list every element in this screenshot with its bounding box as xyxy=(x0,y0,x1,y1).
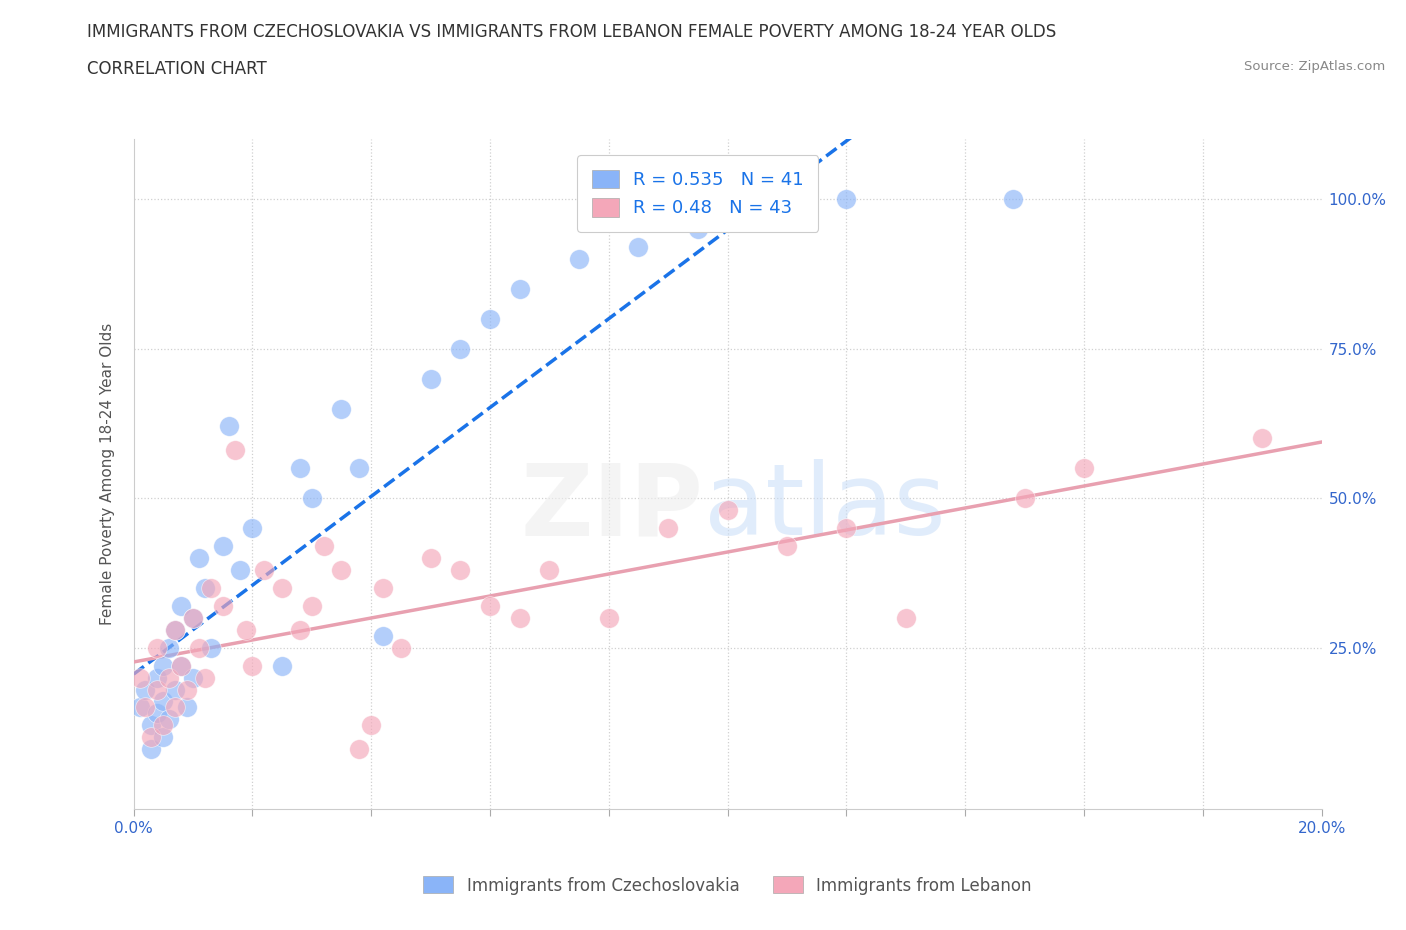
Point xyxy=(478,312,501,326)
Point xyxy=(170,658,193,673)
Point xyxy=(717,503,740,518)
Point xyxy=(128,700,150,715)
Text: atlas: atlas xyxy=(704,459,945,556)
Point xyxy=(1014,491,1036,506)
Point xyxy=(152,694,174,709)
Point xyxy=(509,282,531,297)
Point xyxy=(211,538,233,553)
Point xyxy=(371,629,394,644)
Point xyxy=(187,551,209,565)
Point xyxy=(157,671,180,685)
Point xyxy=(389,640,412,655)
Point xyxy=(686,221,709,236)
Point xyxy=(419,371,441,386)
Point xyxy=(152,658,174,673)
Point xyxy=(170,658,193,673)
Point xyxy=(627,240,650,255)
Point xyxy=(478,598,501,613)
Point xyxy=(157,712,180,727)
Point xyxy=(146,706,169,721)
Point xyxy=(538,563,561,578)
Point xyxy=(134,700,156,715)
Point xyxy=(176,700,198,715)
Point xyxy=(271,658,294,673)
Point xyxy=(301,491,323,506)
Point xyxy=(141,742,163,757)
Point xyxy=(152,718,174,733)
Point xyxy=(235,622,257,637)
Point xyxy=(165,622,187,637)
Text: Source: ZipAtlas.com: Source: ZipAtlas.com xyxy=(1244,60,1385,73)
Point xyxy=(165,682,187,697)
Point xyxy=(1251,431,1274,445)
Point xyxy=(128,671,150,685)
Point xyxy=(360,718,382,733)
Point xyxy=(141,718,163,733)
Point xyxy=(747,210,769,225)
Point xyxy=(568,252,591,267)
Point xyxy=(349,461,371,476)
Point xyxy=(288,461,311,476)
Point xyxy=(152,730,174,745)
Point xyxy=(657,521,679,536)
Point xyxy=(170,598,193,613)
Point xyxy=(187,640,209,655)
Point xyxy=(312,538,335,553)
Point xyxy=(211,598,233,613)
Point xyxy=(141,730,163,745)
Text: CORRELATION CHART: CORRELATION CHART xyxy=(87,60,267,78)
Point xyxy=(181,671,204,685)
Point xyxy=(200,640,222,655)
Legend: Immigrants from Czechoslovakia, Immigrants from Lebanon: Immigrants from Czechoslovakia, Immigran… xyxy=(416,870,1039,901)
Point xyxy=(181,610,204,625)
Point xyxy=(301,598,323,613)
Point xyxy=(1073,461,1095,476)
Point xyxy=(146,682,169,697)
Text: ZIP: ZIP xyxy=(522,459,704,556)
Point xyxy=(253,563,276,578)
Point xyxy=(835,521,858,536)
Point xyxy=(349,742,371,757)
Point xyxy=(598,610,620,625)
Point xyxy=(371,580,394,595)
Y-axis label: Female Poverty Among 18-24 Year Olds: Female Poverty Among 18-24 Year Olds xyxy=(100,324,115,625)
Point xyxy=(218,419,240,434)
Point xyxy=(165,622,187,637)
Point xyxy=(224,443,246,458)
Point xyxy=(176,682,198,697)
Point xyxy=(146,671,169,685)
Point xyxy=(835,192,858,206)
Point xyxy=(330,563,353,578)
Point xyxy=(1001,192,1024,206)
Point xyxy=(330,401,353,416)
Point xyxy=(242,658,264,673)
Point xyxy=(242,521,264,536)
Point xyxy=(449,563,471,578)
Point xyxy=(509,610,531,625)
Point xyxy=(288,622,311,637)
Point xyxy=(181,610,204,625)
Point xyxy=(165,700,187,715)
Point xyxy=(271,580,294,595)
Point xyxy=(419,551,441,565)
Point xyxy=(146,640,169,655)
Point xyxy=(200,580,222,595)
Point xyxy=(194,671,217,685)
Point xyxy=(194,580,217,595)
Point xyxy=(229,563,252,578)
Text: IMMIGRANTS FROM CZECHOSLOVAKIA VS IMMIGRANTS FROM LEBANON FEMALE POVERTY AMONG 1: IMMIGRANTS FROM CZECHOSLOVAKIA VS IMMIGR… xyxy=(87,23,1056,41)
Point xyxy=(894,610,917,625)
Point xyxy=(776,538,799,553)
Point xyxy=(449,341,471,356)
Point xyxy=(134,682,156,697)
Point xyxy=(157,640,180,655)
